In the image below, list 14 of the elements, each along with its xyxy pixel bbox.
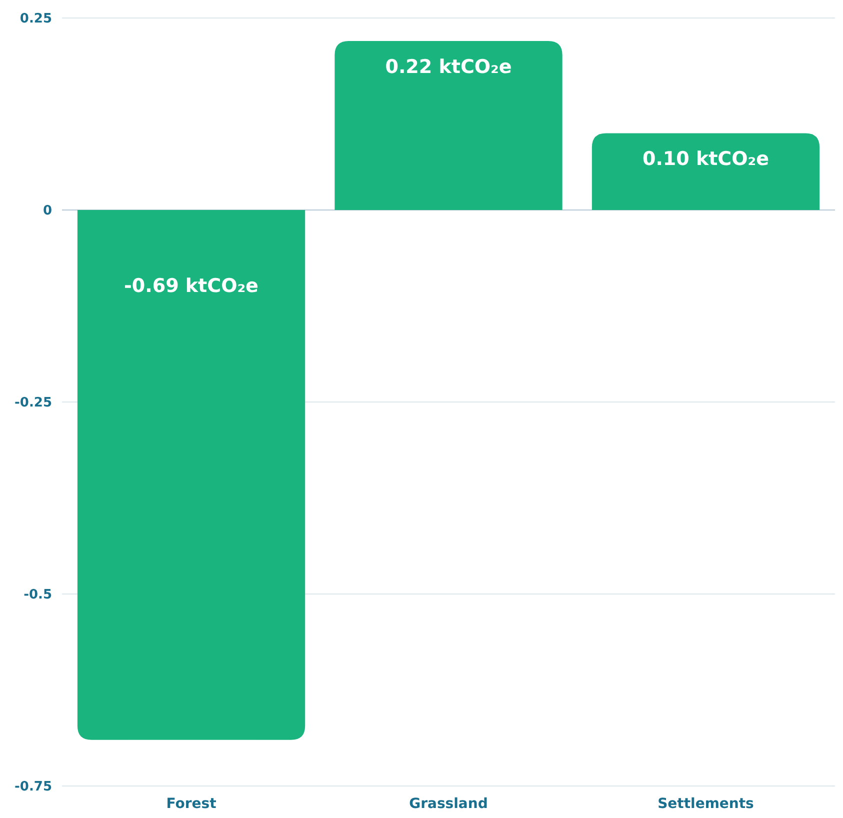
- y-tick-label: -0.5: [24, 588, 52, 603]
- x-tick-label: Forest: [166, 796, 217, 812]
- bar: [592, 133, 820, 210]
- x-tick-label: Grassland: [409, 796, 488, 812]
- y-tick-label: 0: [42, 204, 52, 219]
- y-tick-label: 0.25: [20, 12, 52, 27]
- bar: [334, 41, 562, 210]
- data-label: 0.10 ktCO₂e: [642, 148, 769, 170]
- bar: [77, 210, 306, 740]
- y-tick-label: -0.75: [14, 780, 52, 795]
- data-label: 0.22 ktCO₂e: [385, 56, 512, 78]
- x-tick-label: Settlements: [658, 796, 754, 812]
- data-label: -0.69 ktCO₂e: [124, 275, 258, 297]
- y-tick-label: -0.25: [14, 396, 52, 411]
